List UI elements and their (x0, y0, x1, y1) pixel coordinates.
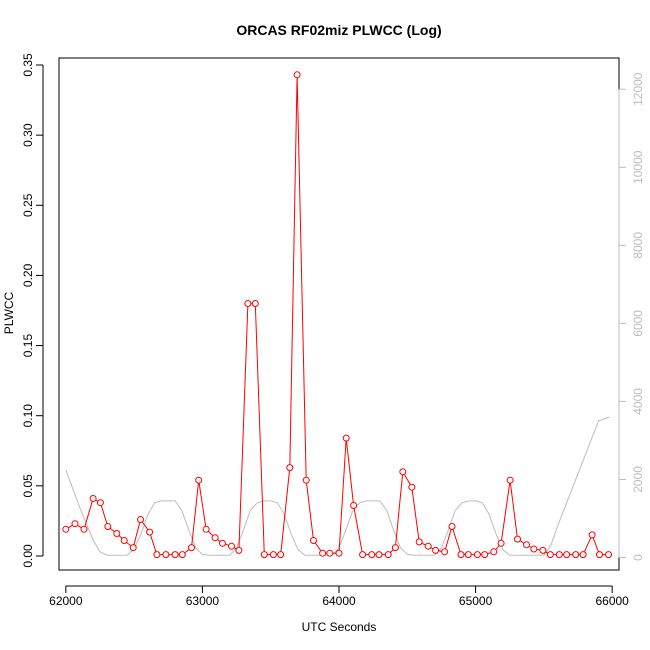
data-point (546, 551, 554, 559)
plot-area (58, 57, 620, 571)
data-point (432, 546, 440, 554)
data-point (293, 71, 301, 79)
data-point (408, 483, 416, 491)
x-tick-label: 62000 (49, 594, 83, 608)
data-point (490, 548, 498, 556)
y-axis: 0.00 0.05 0.10 0.15 0.20 0.25 0.30 0.35 (21, 53, 44, 568)
data-point (391, 544, 399, 552)
data-point (171, 551, 179, 559)
data-point (104, 523, 112, 530)
data-point (228, 542, 235, 550)
data-point (464, 551, 472, 559)
data-point (62, 525, 70, 533)
data-point (178, 551, 186, 559)
y-tick-label: 0.25 (21, 193, 35, 217)
data-point (555, 551, 563, 559)
data-point (579, 551, 587, 559)
primary-series-line (65, 74, 609, 556)
data-point (497, 539, 505, 547)
data-point (539, 546, 547, 554)
data-point (211, 534, 219, 542)
data-point (80, 525, 88, 533)
data-point (302, 476, 310, 484)
y-tick-label: 0.05 (21, 474, 35, 498)
data-point (146, 528, 154, 536)
y-tick-label: 0.30 (21, 123, 35, 147)
data-point (326, 549, 334, 557)
data-point (588, 531, 596, 539)
data-point (153, 551, 161, 559)
data-point (441, 548, 449, 556)
data-point (596, 551, 603, 559)
data-point (251, 300, 259, 307)
y2-tick-label: 6000 (631, 310, 645, 337)
data-point (269, 551, 277, 559)
x-axis-label: UTC Seconds (302, 620, 377, 634)
y2-tick-label: 12000 (631, 72, 645, 106)
y2-axis-right: 0 2000 4000 6000 8000 10000 12000 (618, 72, 645, 561)
plot-frame (58, 57, 620, 571)
x-tick-label: 65000 (459, 594, 493, 608)
y2-tick-label: 4000 (631, 388, 645, 415)
y-tick-label: 0.35 (21, 53, 35, 77)
data-point (506, 476, 514, 484)
data-point (219, 539, 226, 547)
primary-series (62, 71, 612, 559)
data-point (335, 549, 343, 557)
x-tick-label: 64000 (322, 594, 356, 608)
y-axis-label: PLWCC (2, 291, 16, 334)
data-point (424, 542, 432, 550)
data-point (96, 499, 104, 507)
data-point (89, 495, 97, 502)
y2-tick-label: 10000 (631, 150, 645, 184)
data-point (514, 535, 521, 543)
x-tick-label: 63000 (186, 594, 220, 608)
y-tick-label: 0.10 (21, 404, 35, 428)
data-point (473, 551, 481, 559)
data-point (457, 551, 465, 559)
data-point (195, 476, 203, 484)
data-point (188, 544, 195, 552)
data-point (448, 523, 456, 530)
data-point (384, 551, 392, 559)
data-point (399, 468, 407, 476)
data-point (244, 300, 252, 307)
data-point (310, 537, 317, 544)
data-point (113, 530, 121, 537)
data-point (137, 516, 144, 523)
data-point (260, 551, 268, 559)
x-tick-label: 66000 (595, 594, 629, 608)
y2-tick-label: 0 (631, 554, 645, 561)
data-point (481, 551, 489, 559)
data-point (605, 551, 612, 559)
data-point (286, 464, 294, 472)
data-point (129, 544, 137, 552)
y-tick-label: 0.20 (21, 263, 35, 287)
data-point (530, 545, 538, 553)
data-point (523, 541, 530, 549)
y2-tick-label: 2000 (631, 466, 645, 493)
data-point (342, 434, 350, 442)
data-point (563, 551, 571, 559)
y-tick-label: 0.15 (21, 334, 35, 358)
data-point (277, 551, 285, 559)
x-axis: 62000 63000 64000 65000 66000 (49, 585, 629, 608)
data-point (359, 551, 367, 559)
chart-title: ORCAS RF02miz PLWCC (Log) (236, 22, 441, 38)
data-point (319, 549, 327, 557)
y-tick-label: 0.00 (21, 544, 35, 568)
data-point (120, 537, 128, 544)
data-point (375, 551, 383, 559)
data-point (162, 551, 170, 559)
data-point (350, 502, 358, 509)
data-point (71, 520, 79, 528)
data-point (202, 525, 210, 533)
data-point (415, 538, 423, 546)
y2-tick-label: 8000 (631, 232, 645, 259)
data-point (368, 551, 376, 559)
data-point (235, 546, 243, 554)
data-point (572, 551, 580, 559)
